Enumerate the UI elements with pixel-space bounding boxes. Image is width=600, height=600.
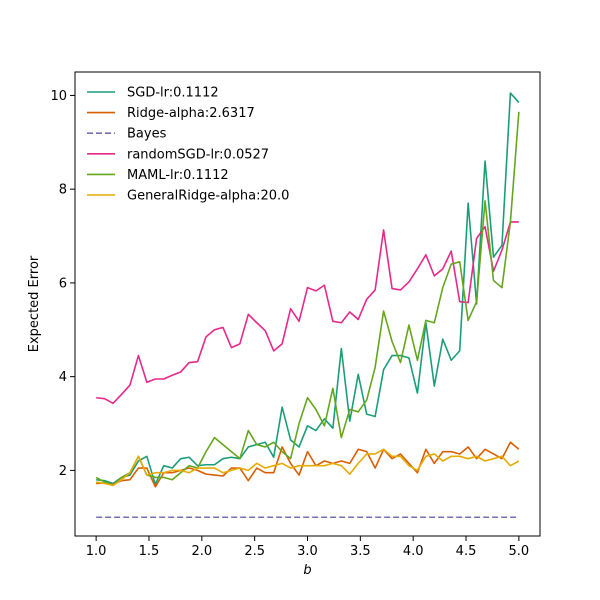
x-tick-label: 3.0: [297, 544, 318, 559]
legend-entry: GeneralRidge-alpha:20.0: [127, 189, 289, 204]
legend-entry: MAML-lr:0.1112: [127, 168, 229, 183]
series-line-0: [96, 92, 520, 486]
legend-entry: Ridge-alpha:2.6317: [127, 106, 255, 121]
x-tick-label: 2.5: [244, 544, 265, 559]
x-tick-label: 2.0: [191, 544, 212, 559]
legend: SGD-lr:0.1112 Ridge-alpha:2.6317 Bayes rand…: [87, 86, 289, 204]
x-tick-label: 3.5: [350, 544, 371, 559]
x-tick-label: 4.0: [403, 544, 424, 559]
x-axis: 1.0 1.5 2.0 2.5 3.0 3.5 4.0 4.5 5.0: [86, 536, 529, 559]
y-tick-label: 8: [59, 183, 67, 198]
x-tick-label: 1.5: [139, 544, 160, 559]
y-tick-label: 10: [50, 89, 67, 104]
series-line-5: [96, 448, 520, 487]
legend-entry: Bayes: [127, 127, 167, 142]
x-tick-label: 1.0: [86, 544, 107, 559]
y-axis: 2 4 6 8 10: [50, 89, 75, 479]
x-tick-label: 5.0: [509, 544, 530, 559]
y-axis-label: Expected Error: [27, 255, 42, 352]
legend-entry: randomSGD-lr:0.0527: [127, 147, 269, 162]
plot-area: [95, 92, 520, 519]
y-tick-label: 4: [59, 370, 67, 385]
series-line-4: [95, 111, 520, 487]
series-line-3: [96, 221, 519, 405]
series-line-1: [96, 441, 520, 488]
y-tick-label: 6: [59, 276, 67, 291]
legend-entry: SGD-lr:0.1112: [127, 86, 219, 101]
x-tick-label: 4.5: [456, 544, 477, 559]
y-tick-label: 2: [59, 464, 67, 479]
x-axis-label: b: [303, 563, 311, 578]
